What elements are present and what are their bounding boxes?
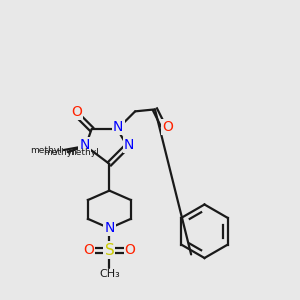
Text: methyl: methyl <box>43 148 75 158</box>
Text: N: N <box>113 120 124 134</box>
Text: O: O <box>83 243 94 257</box>
Text: O: O <box>125 243 136 257</box>
Text: O: O <box>71 105 82 119</box>
Text: methyl: methyl <box>67 148 98 158</box>
Text: methyl: methyl <box>30 146 62 154</box>
Text: O: O <box>162 120 173 134</box>
Text: S: S <box>104 243 114 258</box>
Text: N: N <box>124 138 134 152</box>
Text: N: N <box>104 221 115 235</box>
Text: CH₃: CH₃ <box>99 269 120 279</box>
Text: N: N <box>80 138 90 152</box>
